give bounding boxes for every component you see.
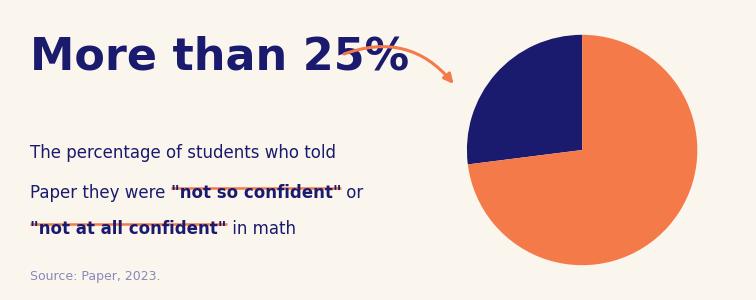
Text: More than 25%: More than 25%	[30, 36, 409, 79]
Wedge shape	[468, 35, 697, 265]
Text: Source: Paper, 2023.: Source: Paper, 2023.	[30, 270, 161, 283]
Text: "not at all confident": "not at all confident"	[30, 220, 227, 238]
Text: in math: in math	[227, 220, 296, 238]
Text: "not so confident": "not so confident"	[171, 184, 342, 202]
Text: or: or	[342, 184, 364, 202]
FancyArrowPatch shape	[344, 46, 451, 81]
Wedge shape	[467, 35, 582, 164]
Text: Paper they were: Paper they were	[30, 184, 171, 202]
Text: The percentage of students who told: The percentage of students who told	[30, 144, 336, 162]
